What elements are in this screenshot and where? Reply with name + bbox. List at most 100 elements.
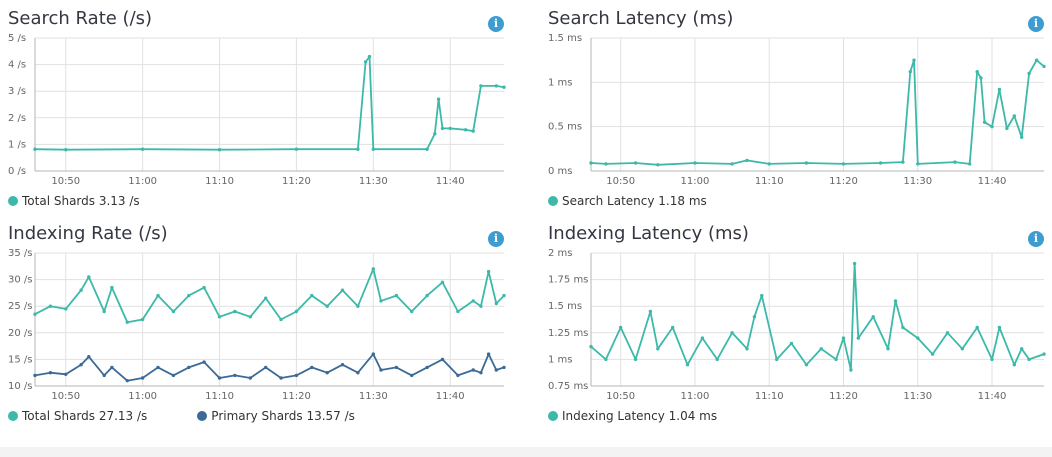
data-point (1012, 363, 1016, 367)
data-point (968, 162, 972, 166)
data-point (841, 336, 846, 340)
x-tick-label: 11:40 (978, 176, 1007, 187)
data-point (87, 275, 91, 279)
data-point (156, 293, 160, 298)
legend-item[interactable]: Primary Shards 13.57 /s (197, 408, 355, 424)
data-point (140, 376, 145, 380)
legend-item[interactable]: Search Latency 1.18 ms (548, 193, 707, 209)
data-point (619, 325, 623, 330)
data-point (479, 84, 483, 88)
data-point (819, 347, 823, 351)
data-point (502, 365, 506, 370)
x-tick-label: 11:20 (282, 176, 311, 187)
data-point (648, 309, 653, 314)
data-point (901, 325, 905, 330)
chart-legend: Indexing Latency 1.04 ms (548, 405, 767, 424)
x-tick-label: 10:50 (606, 176, 635, 187)
y-tick-label: 1.5 ms (548, 33, 582, 44)
y-tick-label: 30 /s (8, 275, 32, 286)
data-point (310, 293, 314, 298)
info-circle-icon[interactable]: i (1028, 231, 1044, 247)
x-tick-label: 11:10 (205, 391, 234, 402)
data-point (48, 371, 53, 375)
data-point (589, 161, 593, 165)
data-point (294, 147, 299, 151)
data-point (264, 365, 268, 370)
indexing-latency-chart: 0.75 ms 1 ms 1.25 ms 1.5 ms 1.75 ms 2 ms 10:50… (548, 248, 1046, 402)
data-point (685, 363, 690, 367)
y-tick-label: 20 /s (8, 328, 32, 339)
data-point (871, 315, 875, 319)
y-tick-label: 0 ms (548, 166, 573, 177)
info-circle-icon[interactable]: i (488, 231, 504, 247)
data-point (64, 307, 68, 311)
data-point (975, 325, 979, 330)
data-point (1027, 357, 1031, 362)
data-point (217, 148, 222, 152)
data-point (990, 357, 994, 362)
data-point (745, 158, 749, 163)
series-line-0 (34, 268, 505, 324)
x-tick-label: 11:10 (755, 391, 784, 402)
data-point (633, 161, 638, 165)
x-tick-label: 11:20 (282, 391, 311, 402)
data-point (340, 363, 345, 367)
data-point (471, 129, 475, 133)
data-point (371, 147, 375, 151)
data-point (425, 365, 429, 370)
y-tick-label: 0 /s (8, 166, 26, 177)
data-point (982, 120, 987, 124)
data-point (125, 379, 129, 383)
data-point (760, 293, 764, 298)
x-tick-label: 11:20 (829, 391, 858, 402)
page-footer-bar (0, 447, 1052, 457)
data-point (310, 365, 314, 370)
data-point (979, 76, 983, 80)
data-point (436, 97, 441, 101)
data-point (248, 376, 252, 380)
data-point (217, 315, 222, 319)
y-tick-label: 10 /s (8, 381, 32, 392)
data-point (356, 304, 360, 308)
chart-title: Search Rate (/s) (8, 8, 153, 29)
info-circle-icon[interactable]: i (1028, 16, 1044, 32)
data-point (479, 304, 483, 308)
x-tick-label: 11:30 (359, 391, 388, 402)
data-point (479, 371, 483, 375)
data-point (789, 341, 794, 346)
y-tick-label: 1 ms (548, 354, 573, 365)
y-tick-label: 25 /s (8, 301, 32, 312)
data-point (356, 371, 360, 375)
data-point (187, 365, 191, 370)
legend-label: Total Shards 3.13 /s (22, 194, 140, 208)
data-point (804, 161, 809, 165)
data-point (916, 336, 920, 340)
data-point (656, 163, 660, 167)
data-point (1042, 352, 1046, 356)
legend-swatch (8, 411, 18, 421)
data-point (233, 309, 237, 314)
legend-item[interactable]: Total Shards 3.13 /s (8, 193, 140, 209)
data-point (325, 304, 329, 308)
data-point (1034, 58, 1039, 62)
info-circle-icon[interactable]: i (488, 16, 504, 32)
data-point (997, 325, 1002, 330)
data-point (233, 373, 237, 378)
series-line-0 (34, 55, 505, 151)
legend-label: Indexing Latency 1.04 ms (562, 409, 718, 423)
data-point (217, 376, 222, 380)
data-point (371, 267, 375, 271)
y-tick-label: 2 /s (8, 113, 26, 124)
indexing-rate-chart: 10 /s 15 /s 20 /s 25 /s 30 /s 35 /s 10:50 11:00… (8, 248, 506, 402)
data-point (248, 315, 252, 319)
data-point (912, 58, 916, 62)
search-latency-chart: 0 ms 0.5 ms 1 ms 1.5 ms 10:50 11:00 11:10 11:20… (548, 33, 1046, 187)
legend-item[interactable]: Total Shards 27.13 /s (8, 408, 147, 424)
legend-item[interactable]: Indexing Latency 1.04 ms (548, 408, 717, 424)
data-point (379, 299, 383, 303)
data-point (633, 357, 638, 362)
data-point (730, 331, 734, 335)
data-point (752, 315, 757, 319)
data-point (340, 288, 345, 292)
data-point (110, 285, 114, 290)
